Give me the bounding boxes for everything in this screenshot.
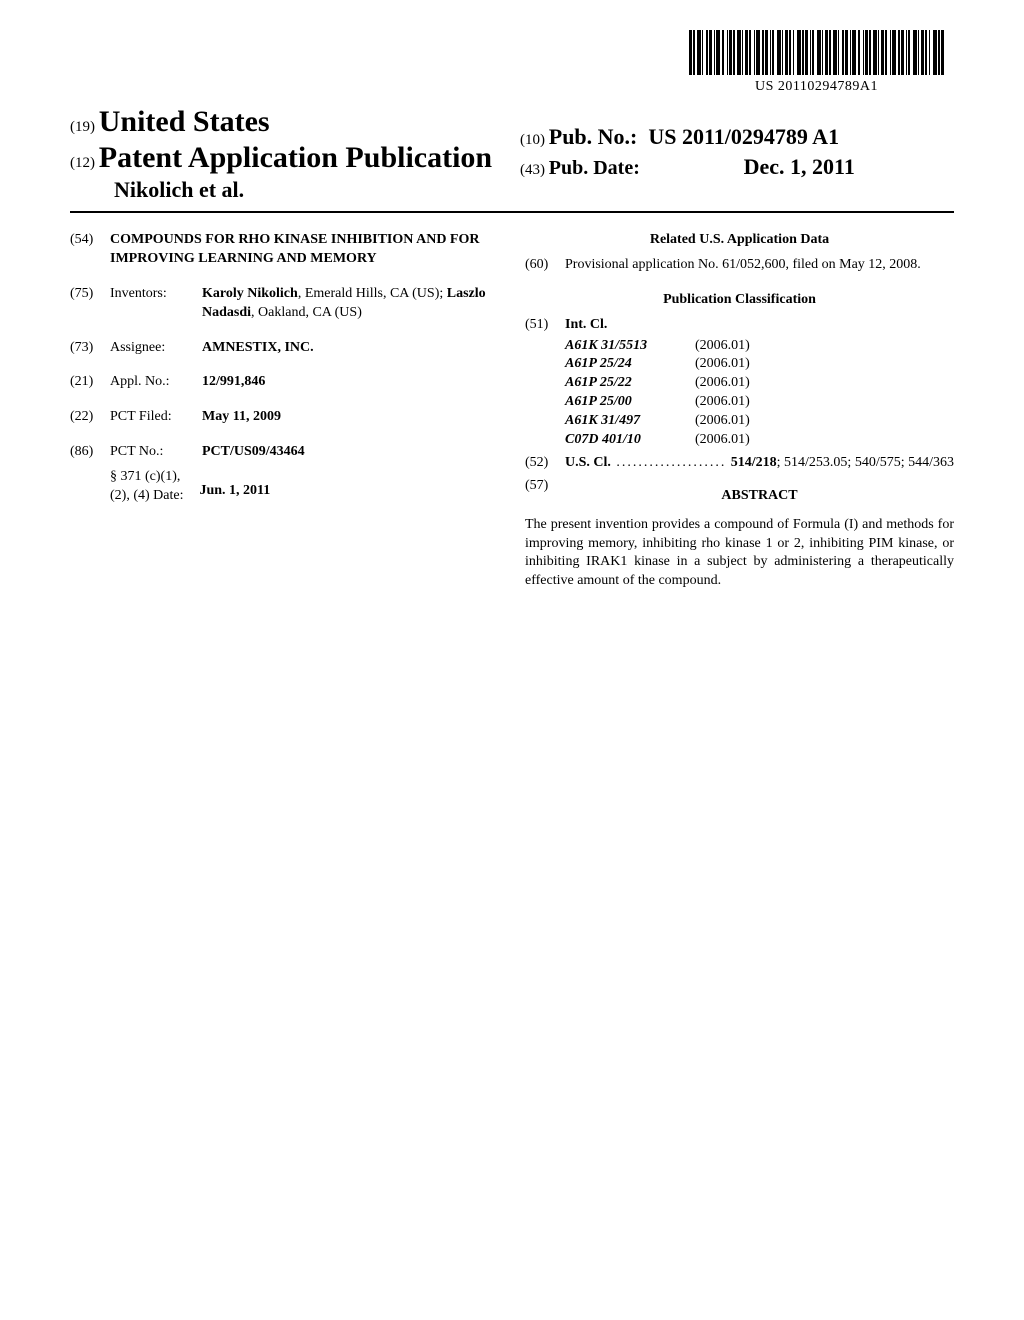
pubno-label: Pub. No.:: [549, 124, 638, 149]
applno-label: Appl. No.:: [110, 373, 202, 392]
right-header: (10) Pub. No.: US 2011/0294789 A1 (43) P…: [520, 124, 855, 180]
abstract-text: The present invention provides a compoun…: [525, 516, 954, 592]
uscl-field: (52) U.S. Cl. .................... 514/2…: [525, 454, 954, 473]
intcl-label: Int. Cl.: [565, 317, 607, 332]
assignee-value: AMNESTIX, INC.: [202, 340, 314, 355]
intcl-code: A61K 31/497: [565, 412, 695, 431]
uscl-value: U.S. Cl. .................... 514/218; 5…: [565, 454, 954, 473]
assignee-label: Assignee:: [110, 339, 202, 358]
assignee-num: (73): [70, 339, 110, 358]
pctno-label: PCT No.:: [110, 443, 202, 462]
related-field: (60) Provisional application No. 61/052,…: [525, 256, 954, 275]
abstract-num: (57): [525, 477, 565, 512]
related-num: (60): [525, 256, 565, 275]
pubdate-value: Dec. 1, 2011: [744, 154, 855, 179]
intcl-code: C07D 401/10: [565, 431, 695, 450]
country-name: United States: [99, 105, 270, 138]
intcl-year: (2006.01): [695, 337, 750, 356]
title-text: COMPOUNDS FOR RHO KINASE INHIBITION AND …: [110, 231, 499, 269]
inventor-2-loc: , Oakland, CA (US): [251, 305, 362, 320]
title-field: (54) COMPOUNDS FOR RHO KINASE INHIBITION…: [70, 231, 499, 269]
related-heading: Related U.S. Application Data: [525, 231, 954, 250]
intcl-row: A61K 31/5513(2006.01): [565, 337, 954, 356]
bibliographic-columns: (54) COMPOUNDS FOR RHO KINASE INHIBITION…: [70, 231, 954, 591]
applno-field: (21) Appl. No.: 12/991,846: [70, 373, 499, 392]
barcode-block: US 20110294789A1: [689, 30, 944, 95]
s371-field: § 371 (c)(1), (2), (4) Date: Jun. 1, 201…: [70, 468, 499, 506]
assignee-field: (73) Assignee: AMNESTIX, INC.: [70, 339, 499, 358]
s371-date-value: Jun. 1, 2011: [199, 483, 270, 498]
abstract-heading-row: (57) ABSTRACT: [525, 477, 954, 512]
uscl-rest: ; 514/253.05; 540/575; 544/363: [777, 455, 954, 470]
intcl-year: (2006.01): [695, 412, 750, 431]
pctfiled-field: (22) PCT Filed: May 11, 2009: [70, 408, 499, 427]
intcl-field: (51) Int. Cl.: [525, 316, 954, 335]
intcl-code: A61P 25/22: [565, 374, 695, 393]
intcl-row: A61K 31/497(2006.01): [565, 412, 954, 431]
pub-prefix: (12): [70, 155, 95, 171]
intcl-year: (2006.01): [695, 355, 750, 374]
intcl-row: A61P 25/22(2006.01): [565, 374, 954, 393]
left-column: (54) COMPOUNDS FOR RHO KINASE INHIBITION…: [70, 231, 499, 591]
barcode-text: US 20110294789A1: [689, 79, 944, 95]
intcl-num: (51): [525, 316, 565, 335]
intcl-table: A61K 31/5513(2006.01) A61P 25/24(2006.01…: [565, 337, 954, 450]
intcl-row: A61P 25/00(2006.01): [565, 393, 954, 412]
intcl-year: (2006.01): [695, 374, 750, 393]
pctfiled-label: PCT Filed:: [110, 408, 202, 427]
s371-label: § 371 (c)(1),: [110, 468, 183, 487]
inventor-1-loc: , Emerald Hills, CA (US);: [298, 286, 447, 301]
intcl-code: A61K 31/5513: [565, 337, 695, 356]
inventor-1-name: Karoly Nikolich: [202, 286, 298, 301]
header-divider: [70, 211, 954, 213]
pubdate-prefix: (43): [520, 162, 545, 178]
right-column: Related U.S. Application Data (60) Provi…: [525, 231, 954, 591]
uscl-dots: ....................: [611, 454, 731, 473]
title-num: (54): [70, 231, 110, 269]
pctno-num: (86): [70, 443, 110, 462]
country-prefix: (19): [70, 119, 95, 135]
intcl-year: (2006.01): [695, 431, 750, 450]
inventors-field: (75) Inventors: Karoly Nikolich, Emerald…: [70, 285, 499, 323]
uscl-num: (52): [525, 454, 565, 473]
pubno-prefix: (10): [520, 132, 545, 148]
barcode-graphic: [689, 30, 944, 75]
pubdate-line: (43) Pub. Date: Dec. 1, 2011: [520, 154, 855, 180]
pctfiled-num: (22): [70, 408, 110, 427]
inventors-num: (75): [70, 285, 110, 323]
pubdate-label: Pub. Date:: [549, 157, 640, 179]
uscl-bold: 514/218: [731, 455, 777, 470]
intcl-code: A61P 25/24: [565, 355, 695, 374]
author-line: Nikolich et al.: [114, 177, 954, 203]
applno-num: (21): [70, 373, 110, 392]
related-text: Provisional application No. 61/052,600, …: [565, 256, 954, 275]
pubno-value: US 2011/0294789 A1: [648, 124, 839, 149]
pctno-field: (86) PCT No.: PCT/US09/43464: [70, 443, 499, 462]
intcl-row: C07D 401/10(2006.01): [565, 431, 954, 450]
pubclass-heading: Publication Classification: [525, 291, 954, 310]
pctno-value: PCT/US09/43464: [202, 444, 305, 459]
pctfiled-value: May 11, 2009: [202, 409, 281, 424]
pubno-line: (10) Pub. No.: US 2011/0294789 A1: [520, 124, 855, 150]
pub-type: Patent Application Publication: [99, 141, 492, 174]
s371-date-label: (2), (4) Date:: [110, 487, 183, 506]
inventors-label: Inventors:: [110, 285, 202, 323]
uscl-label: U.S. Cl.: [565, 454, 611, 473]
intcl-year: (2006.01): [695, 393, 750, 412]
inventors-value: Karoly Nikolich, Emerald Hills, CA (US);…: [202, 285, 499, 323]
intcl-code: A61P 25/00: [565, 393, 695, 412]
intcl-row: A61P 25/24(2006.01): [565, 355, 954, 374]
abstract-heading: ABSTRACT: [565, 487, 954, 506]
applno-value: 12/991,846: [202, 374, 265, 389]
